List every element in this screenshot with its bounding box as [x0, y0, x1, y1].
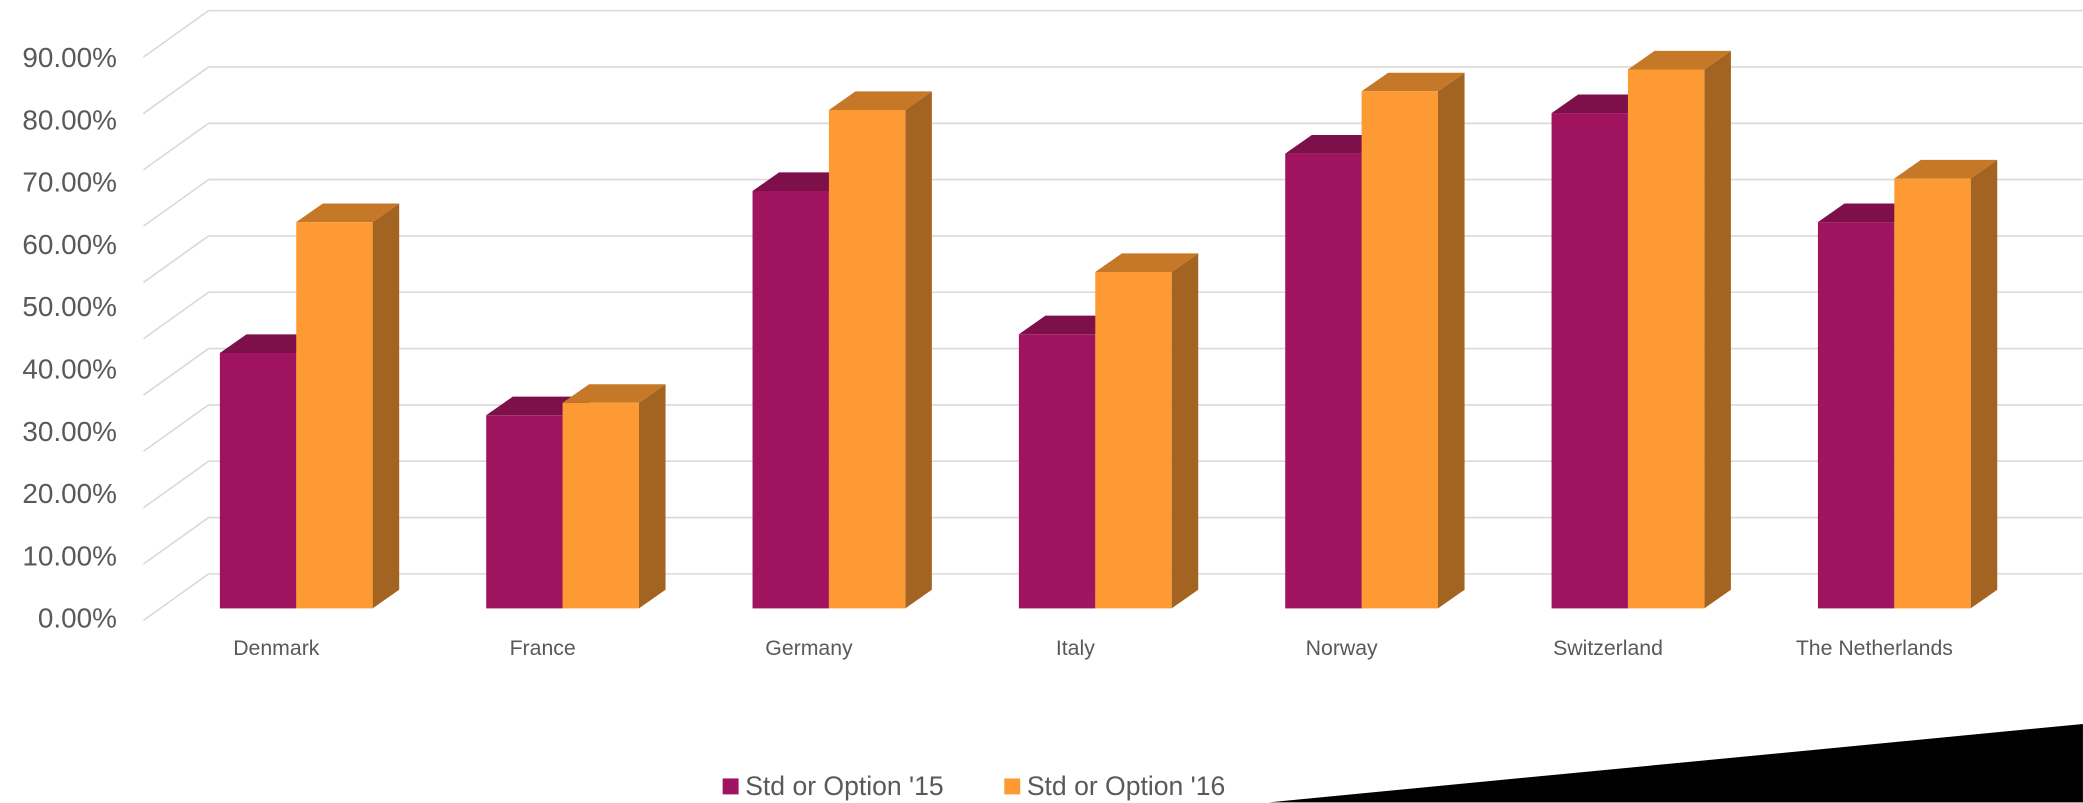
bar-side: [372, 203, 400, 609]
bar: [1894, 178, 1971, 609]
bar-side: [638, 384, 666, 609]
legend-swatch: [1004, 778, 1021, 795]
legend-label: Std or Option '15: [745, 771, 943, 801]
y-tick-label: 60.00%: [22, 229, 117, 260]
bar-side: [1437, 72, 1465, 609]
grid-line: [143, 347, 210, 396]
x-tick-label: Italy: [1056, 636, 1095, 660]
bar: [1627, 69, 1705, 609]
y-tick-label: 70.00%: [22, 167, 117, 198]
grid-line: [143, 235, 210, 284]
bar: [1095, 271, 1172, 609]
bar-top: [562, 384, 666, 403]
bar: [296, 222, 373, 609]
grid-line: [143, 66, 210, 115]
y-tick-label: 50.00%: [22, 291, 117, 322]
bar: [1361, 91, 1438, 609]
y-tick-label: 80.00%: [22, 104, 117, 135]
x-tick-label: The Netherlands: [1796, 636, 1953, 660]
bar: [752, 190, 829, 609]
bar: [486, 415, 563, 609]
bar-top: [296, 203, 400, 223]
y-tick-label: 10.00%: [22, 540, 117, 571]
grid-line: [143, 122, 210, 171]
y-tick-label: 20.00%: [22, 478, 117, 509]
bar: [1551, 113, 1628, 609]
grid-line: [143, 291, 210, 340]
x-tick-label: Norway: [1306, 636, 1378, 660]
legend-label: Std or Option '16: [1027, 771, 1225, 801]
bar-side: [1171, 253, 1199, 609]
x-tick-label: Germany: [765, 636, 853, 660]
y-tick-label: 30.00%: [22, 416, 117, 447]
decoration: [1268, 723, 2083, 803]
x-tick-label: Denmark: [233, 636, 320, 660]
bar-top: [1627, 50, 1731, 70]
bar-top: [828, 91, 932, 110]
grid-line: [143, 404, 210, 453]
bar: [219, 352, 297, 609]
bar-side: [1704, 50, 1731, 609]
bar-side: [905, 91, 932, 609]
y-tick-label: 40.00%: [22, 354, 117, 385]
grid-line: [143, 178, 210, 227]
y-tick-label: 90.00%: [22, 42, 117, 73]
bar-side: [1970, 159, 1998, 609]
grid-line: [143, 573, 210, 622]
y-tick-label: 0.00%: [38, 603, 117, 634]
bar: [1817, 222, 1895, 609]
x-tick-label: France: [510, 636, 576, 660]
bar-top: [1095, 253, 1199, 272]
bar-top: [1894, 159, 1998, 179]
x-tick-label: Switzerland: [1553, 636, 1663, 660]
plot: 0.00% 10.00% 20.00% 30.00% 40.00% 50.00% 60.00…: [22, 9, 2083, 803]
grid-line: [143, 9, 210, 58]
bar-top: [1361, 72, 1465, 92]
bar: [1018, 334, 1096, 609]
grid-line: [143, 516, 210, 565]
bar: [562, 402, 639, 609]
bar: [828, 109, 906, 609]
bar: [1285, 153, 1362, 609]
legend-swatch: [722, 778, 739, 795]
grid-line: [143, 460, 210, 509]
